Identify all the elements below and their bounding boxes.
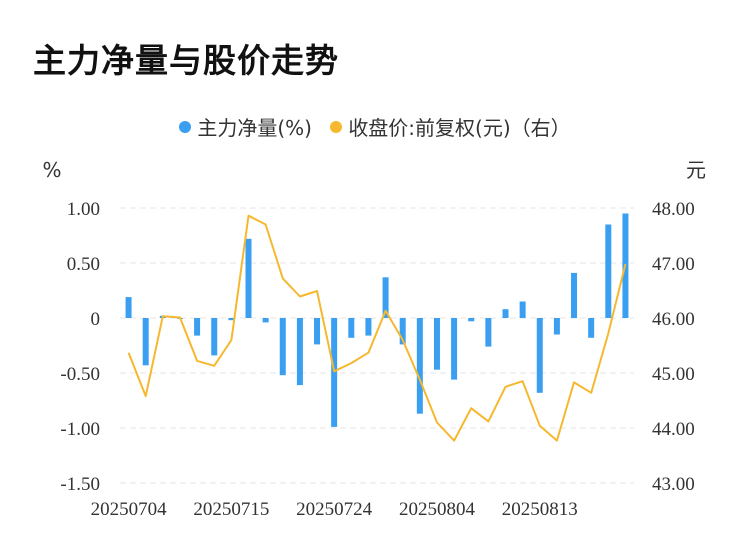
net-flow-bar[interactable] [348, 318, 355, 338]
net-flow-bar[interactable] [228, 318, 235, 321]
net-flow-bar[interactable] [519, 301, 526, 319]
net-flow-bar[interactable] [416, 318, 423, 414]
net-flow-bar[interactable] [314, 318, 321, 345]
x-tick-label: 20250704 [91, 499, 168, 520]
net-flow-bar[interactable] [262, 318, 269, 323]
net-flow-bar[interactable] [468, 318, 475, 322]
right-tick-label: 46.00 [652, 309, 695, 330]
right-axis-unit: 元 [686, 158, 706, 182]
right-tick-label: 45.00 [652, 364, 695, 385]
net-flow-bar[interactable] [485, 318, 492, 347]
legend-item-close-price[interactable]: 收盘价:前复权(元)（右） [330, 112, 571, 141]
legend: 主力净量(%) 收盘价:前复权(元)（右） [0, 112, 750, 141]
net-flow-bar[interactable] [399, 318, 406, 345]
right-tick-label: 48.00 [652, 199, 695, 220]
legend-marker-close-price [330, 120, 343, 133]
net-flow-bar[interactable] [142, 318, 149, 366]
right-tick-label: 44.00 [652, 419, 695, 440]
close-price-line[interactable] [127, 214, 627, 442]
net-flow-bar[interactable] [451, 318, 458, 380]
legend-marker-net-flow [179, 120, 192, 133]
net-flow-bar[interactable] [382, 277, 389, 318]
left-tick-label: 1.00 [67, 199, 100, 220]
net-flow-bar[interactable] [331, 318, 338, 427]
left-tick-label: 0.50 [67, 254, 100, 275]
x-tick-label: 20250724 [296, 499, 373, 520]
net-flow-bar[interactable] [433, 318, 440, 370]
x-tick-label: 20250813 [502, 499, 578, 520]
chart-title: 主力净量与股价走势 [33, 41, 339, 80]
left-tick-label: -0.50 [60, 364, 100, 385]
net-flow-bar[interactable] [502, 309, 509, 318]
legend-label-close-price: 收盘价:前复权(元)（右） [348, 116, 571, 140]
left-tick-label: -1.00 [60, 419, 100, 440]
legend-label-net-flow: 主力净量(%) [197, 116, 312, 140]
right-tick-label: 47.00 [652, 254, 695, 275]
x-tick-label: 20250804 [399, 499, 476, 520]
net-flow-bar[interactable] [536, 318, 543, 393]
net-flow-bar[interactable] [588, 318, 595, 338]
net-flow-bar[interactable] [211, 318, 218, 356]
net-flow-bar[interactable] [279, 318, 286, 376]
net-flow-bar[interactable] [553, 318, 560, 335]
net-flow-bar[interactable] [245, 238, 252, 318]
net-flow-bar[interactable] [365, 318, 372, 336]
x-tick-label: 20250715 [193, 499, 269, 520]
net-flow-bar[interactable] [571, 272, 578, 318]
legend-item-net-flow[interactable]: 主力净量(%) [179, 112, 312, 141]
right-tick-label: 43.00 [652, 474, 695, 495]
net-flow-bar[interactable] [605, 224, 612, 319]
left-tick-label: 0 [91, 309, 101, 330]
net-flow-bar[interactable] [194, 318, 201, 336]
net-flow-bar[interactable] [125, 297, 132, 318]
net-flow-bar[interactable] [296, 318, 303, 386]
left-tick-label: -1.50 [60, 474, 100, 495]
left-axis-unit: % [42, 158, 61, 182]
